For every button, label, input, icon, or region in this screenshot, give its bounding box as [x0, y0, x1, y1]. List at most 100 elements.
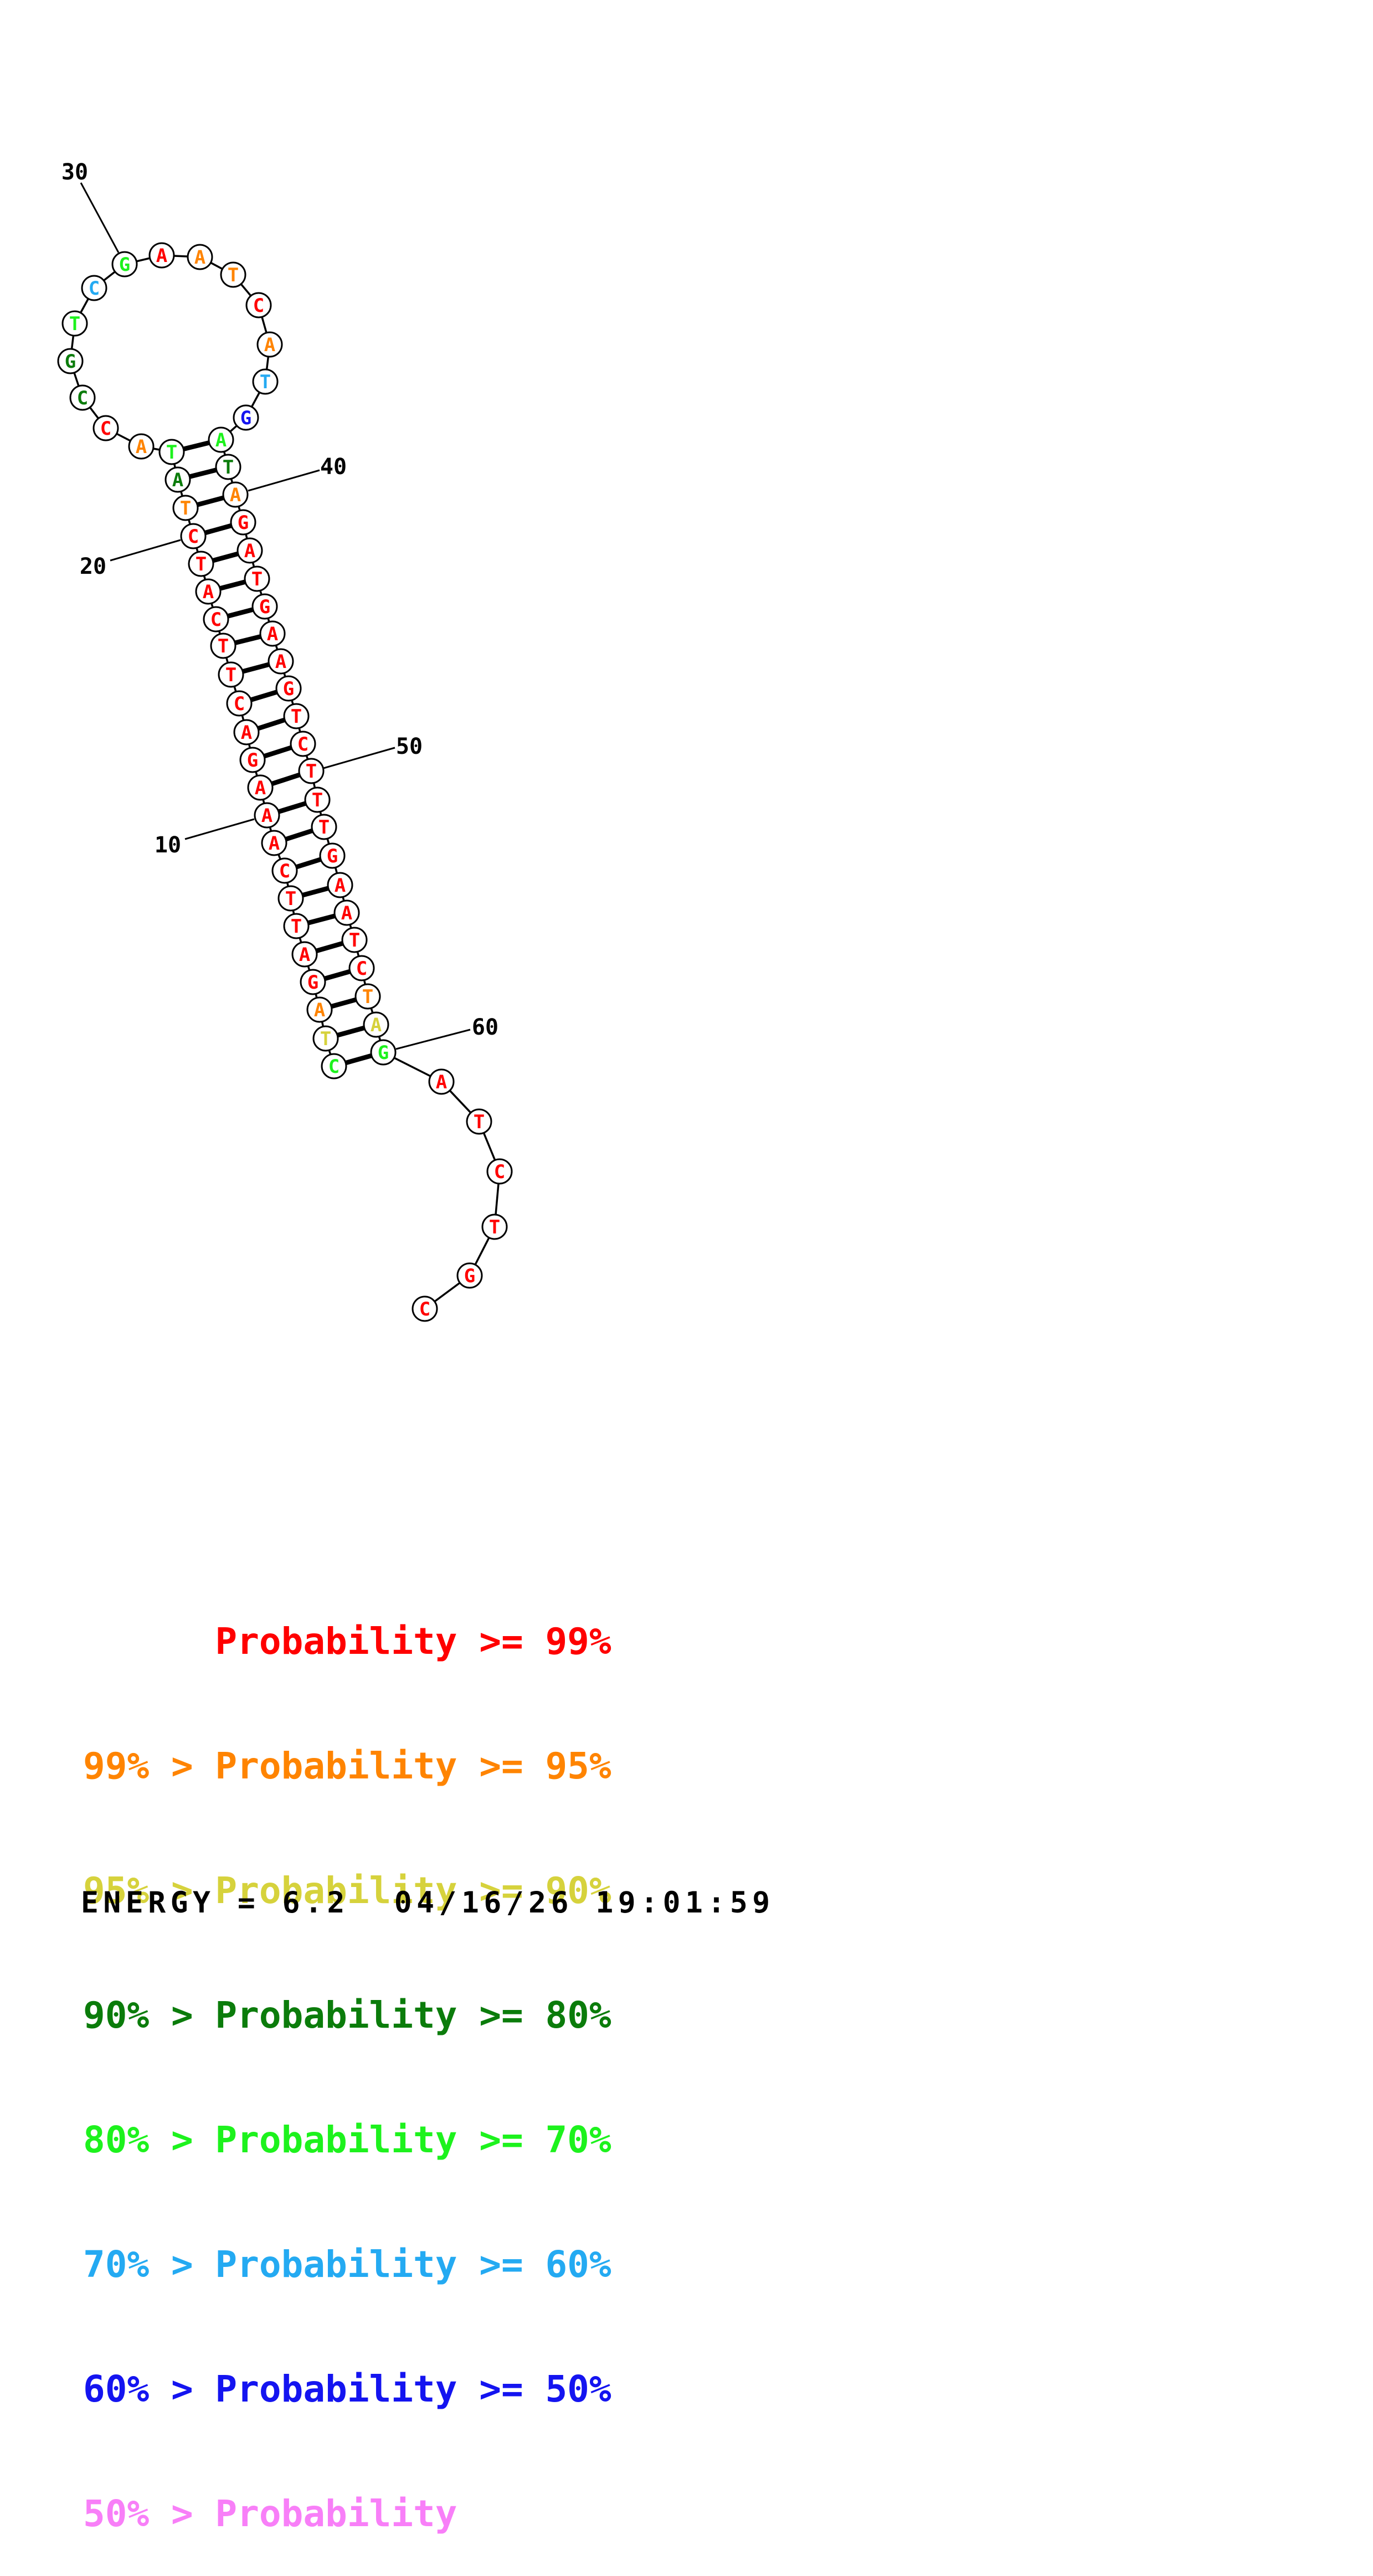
base-letter: A — [244, 540, 255, 562]
position-label-line-10 — [184, 818, 255, 840]
nucleotide-circle — [412, 1295, 438, 1322]
nucleotide-circle — [188, 551, 214, 577]
nucleotide-circle — [239, 747, 266, 773]
base-letter: C — [234, 693, 245, 715]
base-letter: C — [77, 387, 88, 409]
nucleotide-57-C: C — [348, 955, 375, 981]
legend-row-70: 80% > Probability >= 70% — [83, 2119, 611, 2161]
nucleotide-circle — [311, 814, 337, 840]
nucleotide-30-G: G — [111, 251, 138, 277]
base-letter: G — [464, 1265, 475, 1287]
legend-row-60: 70% > Probability >= 60% — [83, 2243, 611, 2286]
nucleotide-circle — [164, 466, 191, 493]
nucleotide-37-G: G — [233, 404, 259, 431]
nucleotide-27-G: G — [57, 348, 84, 374]
base-letter: A — [299, 944, 310, 966]
nucleotide-circle — [254, 802, 280, 829]
base-letter: G — [327, 845, 338, 867]
nucleotide-43-T: T — [244, 565, 270, 592]
nucleotide-36-T: T — [252, 368, 279, 395]
base-letter: C — [89, 277, 100, 300]
base-letter: T — [166, 441, 177, 464]
base-letter: T — [223, 456, 234, 479]
nucleotide-circle — [341, 927, 368, 953]
base-letter: C — [279, 860, 290, 882]
nucleotide-42-A: A — [236, 537, 263, 564]
nucleotide-circle — [283, 913, 310, 939]
nucleotide-circle — [271, 857, 298, 884]
nucleotide-33-T: T — [220, 261, 246, 288]
position-label-line-30 — [80, 182, 120, 253]
nucleotide-10-A: A — [254, 802, 280, 829]
nucleotide-circle — [251, 593, 278, 620]
nucleotide-circle — [233, 719, 260, 745]
position-label-lines — [80, 182, 471, 1050]
base-letter: A — [215, 429, 227, 451]
nucleotide-circle — [244, 565, 270, 592]
base-letter: T — [291, 916, 302, 938]
position-label-line-50 — [323, 747, 395, 769]
base-letter: A — [314, 999, 325, 1021]
legend-row-99: Probability >= 99% — [83, 1620, 611, 1663]
nucleotide-63-C: C — [486, 1158, 513, 1185]
base-letter: A — [269, 832, 280, 855]
base-letter: C — [210, 609, 222, 631]
nucleotide-11-A: A — [247, 774, 274, 801]
base-letter: G — [247, 749, 258, 772]
base-letter: T — [312, 789, 323, 811]
base-letter: A — [261, 805, 272, 827]
nucleotide-circle — [268, 648, 294, 675]
nucleotide-circle — [180, 523, 207, 549]
base-letter: T — [474, 1111, 485, 1133]
nucleotide-circle — [81, 275, 107, 301]
base-letter: G — [238, 512, 249, 534]
position-label-10: 10 — [155, 832, 181, 858]
base-letter: T — [291, 706, 302, 728]
nucleotide-23-T: T — [158, 439, 185, 465]
nucleotide-circle — [69, 384, 96, 411]
base-letter: A — [335, 875, 346, 897]
base-letter: A — [436, 1071, 447, 1093]
nucleotide-7-T: T — [277, 885, 304, 912]
nucleotide-6-T: T — [283, 913, 310, 939]
base-letter: T — [489, 1216, 500, 1238]
nucleotide-47-G: G — [275, 675, 302, 702]
energy-text: ENERGY = 6.2 04/16/26 19:01:59 — [81, 1886, 775, 1920]
nucleotide-28-T: T — [61, 310, 88, 337]
base-letter: T — [218, 635, 229, 657]
legend-row-95: 99% > Probability >= 95% — [83, 1745, 611, 1787]
base-letter: A — [371, 1014, 382, 1036]
nucleotide-circle — [252, 368, 279, 395]
nucleotide-circle — [236, 537, 263, 564]
base-letter: C — [253, 295, 264, 317]
nucleotide-58-T: T — [354, 983, 381, 1010]
base-letter: A — [341, 902, 352, 924]
nucleotide-circle — [215, 454, 241, 480]
nucleotide-31-A: A — [148, 242, 175, 269]
legend-row-below-50: 50% > Probability — [83, 2492, 457, 2535]
nucleotide-52-T: T — [311, 814, 337, 840]
nucleotide-62-T: T — [466, 1108, 492, 1135]
nucleotide-4-G: G — [300, 969, 326, 995]
nucleotide-35-A: A — [256, 331, 283, 358]
nucleotide-circle — [333, 899, 360, 926]
nucleotide-circle — [259, 620, 286, 647]
base-letter: A — [264, 334, 275, 356]
legend-row-80: 90% > Probability >= 80% — [83, 1994, 611, 2037]
base-letter: G — [119, 254, 130, 276]
base-letter: T — [69, 313, 80, 335]
nucleotide-circle — [210, 633, 236, 659]
nucleotide-16-T: T — [210, 633, 236, 659]
nucleotide-40-A: A — [222, 481, 249, 508]
base-letter: C — [297, 733, 308, 755]
position-label-line-20 — [110, 539, 181, 562]
nucleotide-circle — [428, 1068, 455, 1095]
nucleotide-circle — [277, 885, 304, 912]
base-letter: A — [255, 777, 266, 799]
nucleotide-circle — [481, 1214, 508, 1240]
nucleotide-60-G: G — [370, 1039, 397, 1066]
nucleotide-circle — [218, 661, 244, 688]
nucleotide-circle — [327, 872, 353, 898]
position-label-40: 40 — [320, 454, 347, 480]
base-letter: C — [356, 958, 367, 980]
